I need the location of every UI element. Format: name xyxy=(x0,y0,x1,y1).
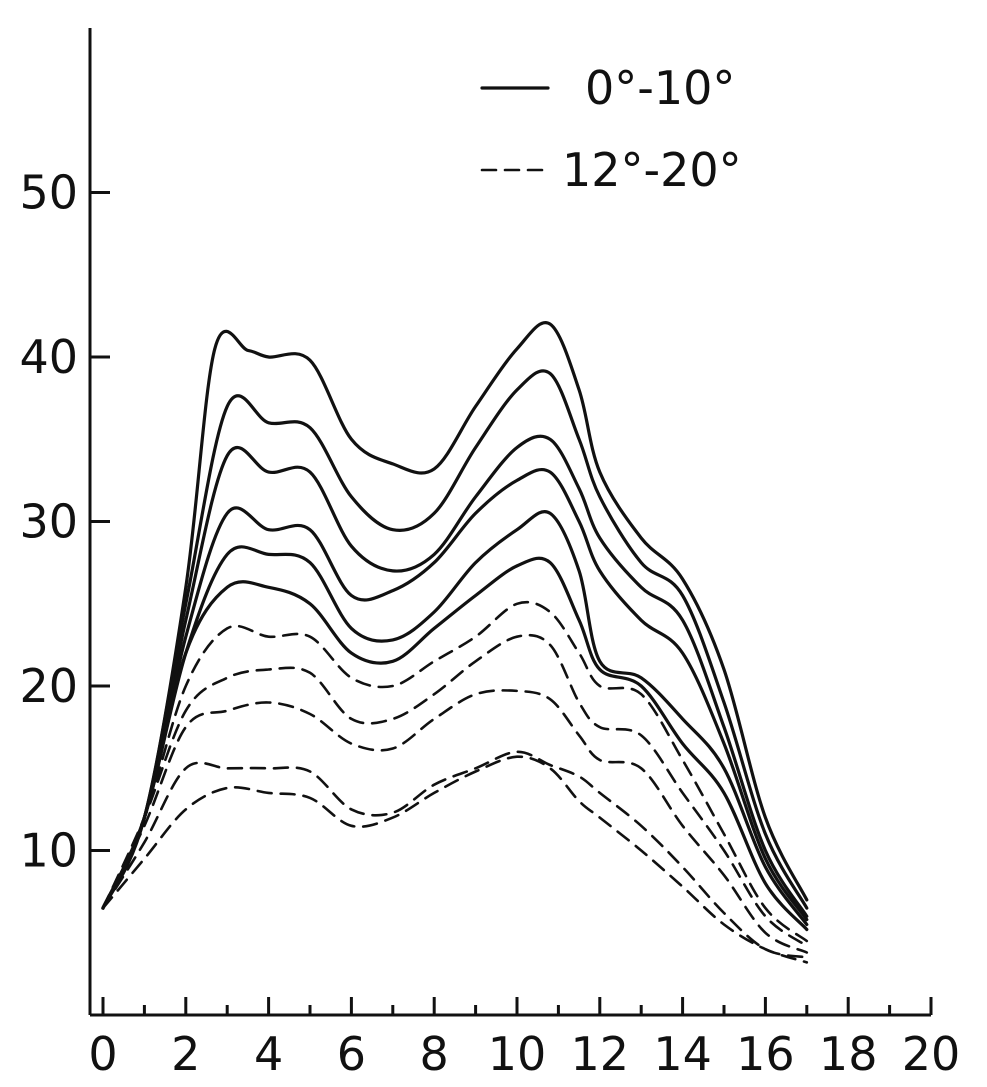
series-line-solid xyxy=(101,556,809,932)
x-axis-ticks: 0 2 4 6 8 10 12 14 16 18 20 xyxy=(88,997,960,1081)
axes xyxy=(88,28,931,1017)
x-tick-label: 0 xyxy=(88,1027,117,1081)
x-tick-label: 10 xyxy=(488,1027,547,1081)
x-tick-label: 14 xyxy=(653,1027,712,1081)
series-line-solid xyxy=(101,510,809,927)
x-tick-label: 8 xyxy=(420,1027,449,1081)
legend-label: 12°-20° xyxy=(562,143,742,197)
y-axis-ticks: 10 20 30 40 50 xyxy=(19,166,110,878)
x-tick-label: 6 xyxy=(337,1027,366,1081)
x-tick-label: 4 xyxy=(254,1027,283,1081)
series-line-dashed xyxy=(101,633,809,948)
series-layer xyxy=(101,321,809,964)
y-tick-label: 50 xyxy=(19,166,78,220)
y-tick-label: 40 xyxy=(19,330,78,384)
x-tick-label: 2 xyxy=(171,1027,200,1081)
series-line-solid xyxy=(101,369,809,910)
series-line-solid xyxy=(101,321,809,910)
x-tick-label: 20 xyxy=(902,1027,961,1081)
legend: 0°-10° 12°-20° xyxy=(480,61,742,197)
y-tick-label: 30 xyxy=(19,495,78,549)
series-line-solid xyxy=(101,434,809,918)
series-line-dashed xyxy=(101,750,809,959)
series-line-dashed xyxy=(101,755,809,964)
y-tick-label: 20 xyxy=(19,659,78,713)
x-tick-label: 16 xyxy=(736,1027,795,1081)
x-tick-label: 18 xyxy=(819,1027,878,1081)
x-tick-label: 12 xyxy=(571,1027,630,1081)
series-line-dashed xyxy=(101,600,809,943)
series-line-dashed xyxy=(101,689,809,954)
legend-label: 0°-10° xyxy=(585,61,735,115)
series-line-solid xyxy=(101,467,809,922)
y-tick-label: 10 xyxy=(19,824,78,878)
